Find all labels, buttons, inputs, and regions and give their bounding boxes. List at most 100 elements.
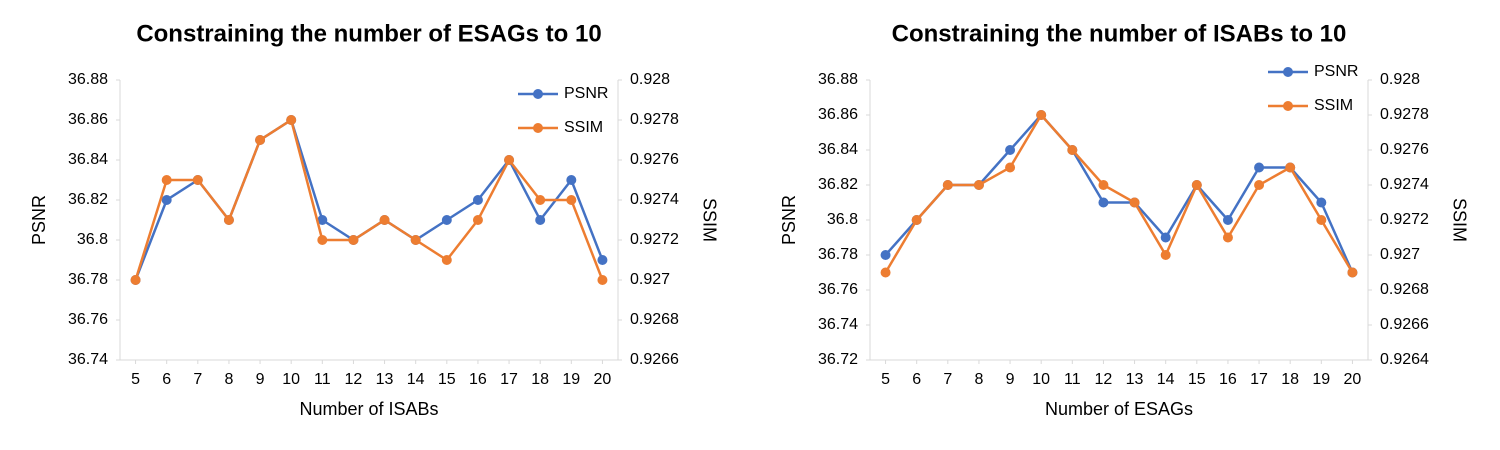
x-tick-label: 6 <box>912 371 921 388</box>
data-point <box>504 155 515 165</box>
x-axis-title: Number of ESAGs <box>1045 399 1193 419</box>
x-tick-label: 20 <box>594 371 612 388</box>
data-point <box>566 175 577 185</box>
x-tick-label: 13 <box>1126 371 1144 388</box>
legend-marker <box>533 123 543 133</box>
x-tick-label: 19 <box>562 371 580 388</box>
x-tick-label: 19 <box>1312 371 1330 388</box>
x-tick-label: 15 <box>1188 371 1206 388</box>
y2-tick-label: 0.9276 <box>630 151 679 168</box>
y-tick-label: 36.8 <box>827 211 858 228</box>
data-point <box>441 215 452 225</box>
y2-axis-title: SSIM <box>1449 198 1469 242</box>
x-tick-label: 12 <box>345 371 363 388</box>
x-tick-label: 5 <box>881 371 890 388</box>
y-tick-label: 36.72 <box>818 351 858 368</box>
data-point <box>410 235 421 245</box>
y-tick-label: 36.82 <box>818 176 858 193</box>
y-tick-label: 36.74 <box>68 351 108 368</box>
y-axis-title: PSNR <box>29 195 49 245</box>
data-point <box>597 255 608 265</box>
legend-label: PSNR <box>1314 63 1358 80</box>
y-tick-label: 36.82 <box>68 191 108 208</box>
y2-tick-label: 0.9274 <box>630 191 679 208</box>
data-point <box>1222 215 1233 225</box>
data-point <box>1347 267 1358 278</box>
x-tick-label: 14 <box>407 371 425 388</box>
y2-tick-label: 0.9278 <box>1380 106 1429 123</box>
x-tick-label: 12 <box>1095 371 1113 388</box>
data-point <box>942 180 953 190</box>
x-tick-label: 15 <box>438 371 456 388</box>
x-tick-label: 13 <box>376 371 394 388</box>
y2-tick-label: 0.9266 <box>1380 316 1429 333</box>
data-point <box>317 215 328 225</box>
data-point <box>1285 162 1296 173</box>
y-tick-label: 36.78 <box>68 271 108 288</box>
x-tick-label: 10 <box>1032 371 1050 388</box>
data-point <box>1160 250 1171 260</box>
data-point <box>192 175 203 185</box>
data-point <box>1005 145 1016 155</box>
legend-marker <box>1283 101 1293 111</box>
x-tick-label: 11 <box>1064 371 1081 388</box>
x-tick-label: 17 <box>1250 371 1268 388</box>
y2-tick-label: 0.9272 <box>630 231 679 248</box>
y2-tick-label: 0.9274 <box>1380 176 1429 193</box>
data-point <box>566 195 577 205</box>
x-tick-label: 7 <box>193 371 202 388</box>
legend-label: SSIM <box>564 119 603 136</box>
y2-tick-label: 0.928 <box>1380 71 1420 88</box>
data-point <box>130 275 141 285</box>
x-tick-label: 16 <box>469 371 487 388</box>
data-point <box>472 215 483 225</box>
x-tick-label: 9 <box>256 371 265 388</box>
y-tick-label: 36.76 <box>68 311 108 328</box>
legend-label: PSNR <box>564 85 608 102</box>
y-tick-label: 36.88 <box>68 71 108 88</box>
x-tick-label: 9 <box>1006 371 1015 388</box>
data-point <box>880 250 891 260</box>
data-point <box>472 195 483 205</box>
data-point <box>535 215 546 225</box>
data-point <box>535 195 546 205</box>
data-point <box>1005 162 1016 173</box>
series-line <box>134 118 604 281</box>
data-point <box>973 180 984 190</box>
data-point <box>1129 197 1140 208</box>
y-tick-label: 36.86 <box>68 111 108 128</box>
y-axis-title: PSNR <box>779 195 799 245</box>
x-axis-title: Number of ISABs <box>299 399 438 419</box>
data-point <box>348 235 359 245</box>
y2-tick-label: 0.927 <box>1380 246 1420 263</box>
y2-tick-label: 0.9278 <box>630 111 679 128</box>
x-tick-label: 8 <box>974 371 983 388</box>
series-line <box>134 118 604 281</box>
y-tick-label: 36.88 <box>818 71 858 88</box>
data-point <box>597 275 608 285</box>
x-tick-label: 18 <box>1281 371 1299 388</box>
x-tick-label: 11 <box>314 371 331 388</box>
data-point <box>223 215 234 225</box>
data-point <box>1098 197 1109 208</box>
x-tick-label: 16 <box>1219 371 1237 388</box>
legend-label: SSIM <box>1314 97 1353 114</box>
x-tick-label: 5 <box>131 371 140 388</box>
y-tick-label: 36.78 <box>818 246 858 263</box>
y-tick-label: 36.84 <box>68 151 108 168</box>
x-tick-label: 14 <box>1157 371 1175 388</box>
y2-tick-label: 0.9268 <box>630 311 679 328</box>
data-point <box>1254 162 1265 173</box>
data-point <box>1098 180 1109 190</box>
y-tick-label: 36.8 <box>77 231 108 248</box>
legend-marker <box>533 89 543 99</box>
data-point <box>1036 110 1047 120</box>
data-point <box>1316 197 1327 208</box>
y-tick-label: 36.74 <box>818 316 858 333</box>
data-point <box>911 215 922 225</box>
data-point <box>317 235 328 245</box>
data-point <box>1160 232 1171 243</box>
data-point <box>1316 215 1327 225</box>
y-tick-label: 36.76 <box>818 281 858 298</box>
x-tick-label: 8 <box>224 371 233 388</box>
